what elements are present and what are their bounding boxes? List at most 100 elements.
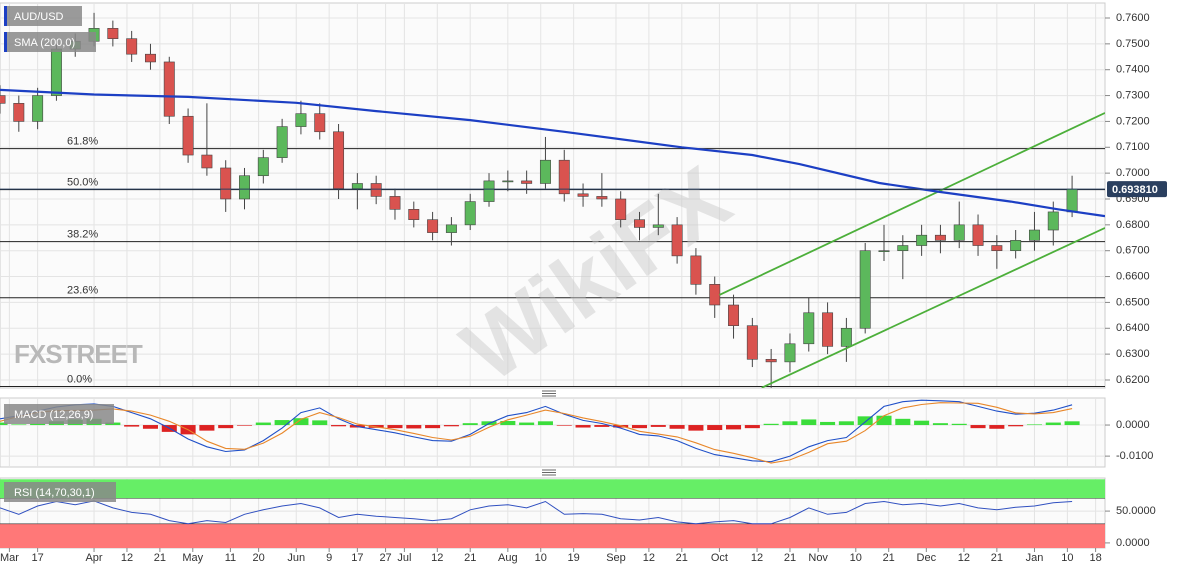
histogram-bar bbox=[669, 425, 685, 429]
candle-body bbox=[934, 234, 946, 241]
candle-body bbox=[972, 224, 984, 246]
oversold-band bbox=[0, 523, 1105, 548]
histogram-bar bbox=[443, 425, 459, 427]
x-tick-label: 21 bbox=[883, 552, 895, 564]
histogram-bar bbox=[989, 425, 1005, 429]
x-tick-label: Jan bbox=[1026, 552, 1044, 564]
x-tick-label: 12 bbox=[121, 552, 133, 564]
histogram-bar bbox=[914, 420, 930, 426]
rsi-line bbox=[0, 500, 1073, 525]
x-tick-label: May bbox=[182, 552, 203, 564]
histogram-bar bbox=[594, 425, 610, 427]
fib-label: 38.2% bbox=[67, 229, 98, 241]
histogram-bar bbox=[1026, 424, 1042, 426]
x-tick-label: Sep bbox=[606, 552, 626, 564]
candle-body bbox=[558, 159, 570, 195]
y-tick-label: 0.6800 bbox=[1116, 219, 1150, 231]
histogram-bar bbox=[951, 423, 967, 426]
y-tick-label: 0.6700 bbox=[1116, 245, 1150, 257]
histogram-bar bbox=[331, 425, 347, 427]
x-tick-label: Jul bbox=[397, 552, 411, 564]
y-tick-label: -0.0100 bbox=[1116, 450, 1153, 462]
legend-label: MACD (12,26,9) bbox=[14, 409, 93, 421]
y-tick-label: 0.6300 bbox=[1116, 348, 1150, 360]
legend-swatch bbox=[4, 32, 7, 52]
x-tick-label: Jun bbox=[287, 552, 305, 564]
x-tick-label: Mar bbox=[0, 552, 19, 564]
histogram-bar bbox=[274, 420, 290, 426]
candle-body bbox=[1066, 188, 1078, 213]
candle-body bbox=[652, 224, 664, 228]
y-tick-label: 0.7400 bbox=[1116, 64, 1150, 76]
trendline bbox=[761, 227, 1105, 388]
splitter bbox=[542, 390, 556, 476]
x-tick-label: 19 bbox=[568, 552, 580, 564]
last-price-label: 0.693810 bbox=[1112, 184, 1158, 196]
candle-body bbox=[0, 95, 6, 104]
candle-body bbox=[615, 198, 627, 220]
y-tick-label: 0.0000 bbox=[1116, 537, 1150, 549]
histogram-bar bbox=[519, 422, 535, 426]
fib-label: 0.0% bbox=[67, 373, 92, 385]
legend-swatch bbox=[4, 6, 7, 26]
candle-body bbox=[13, 103, 25, 122]
logo: FXSTREET bbox=[14, 339, 143, 369]
histogram-bar bbox=[895, 418, 911, 426]
sma-line bbox=[0, 88, 1105, 218]
x-tick-label: 21 bbox=[676, 552, 688, 564]
candle-body bbox=[671, 224, 683, 257]
histogram-bar bbox=[1064, 421, 1080, 426]
legend-label: AUD/USD bbox=[14, 11, 64, 23]
histogram-bar bbox=[124, 425, 140, 427]
histogram-bar bbox=[876, 415, 892, 426]
candle-body bbox=[50, 48, 62, 96]
histogram-bar bbox=[744, 425, 760, 429]
candle-body bbox=[333, 131, 345, 189]
histogram-bar bbox=[218, 425, 234, 429]
histogram-bar bbox=[857, 416, 873, 426]
legend-box bbox=[4, 404, 114, 424]
trendline bbox=[719, 112, 1105, 296]
y-tick-label: 0.6400 bbox=[1116, 322, 1150, 334]
candle-body bbox=[1028, 229, 1040, 241]
histogram-bar bbox=[838, 421, 854, 426]
histogram-bar bbox=[0, 422, 8, 426]
x-tick-label: 12 bbox=[751, 552, 763, 564]
y-tick-label: 0.7000 bbox=[1116, 167, 1150, 179]
histogram-bar bbox=[556, 425, 572, 426]
histogram-bar bbox=[199, 425, 215, 431]
candle-body bbox=[201, 154, 213, 169]
histogram-bar bbox=[462, 423, 478, 426]
histogram-bar bbox=[820, 421, 836, 426]
x-tick-label: 21 bbox=[464, 552, 476, 564]
fib-label: 50.0% bbox=[67, 177, 98, 189]
candle-body bbox=[521, 180, 533, 184]
x-tick-label: 10 bbox=[1061, 552, 1073, 564]
candle-body bbox=[690, 255, 702, 285]
legend-box bbox=[4, 32, 96, 52]
histogram-bar bbox=[801, 419, 817, 426]
x-tick-label: 11 bbox=[225, 552, 236, 564]
histogram-bar bbox=[537, 421, 553, 426]
histogram-bar bbox=[763, 423, 779, 426]
candle-body bbox=[314, 113, 326, 133]
candle-body bbox=[803, 312, 815, 345]
histogram-bar bbox=[575, 425, 591, 428]
y-tick-label: 0.7500 bbox=[1116, 38, 1150, 50]
x-tick-label: 17 bbox=[351, 552, 363, 564]
candle-body bbox=[634, 219, 645, 228]
x-tick-label: 12 bbox=[431, 552, 443, 564]
candle-body bbox=[897, 245, 909, 252]
candle-body bbox=[351, 183, 363, 189]
price-panel bbox=[0, 2, 1106, 389]
histogram-bar bbox=[650, 425, 666, 427]
candle-body bbox=[822, 312, 834, 347]
histogram-bar bbox=[782, 421, 798, 426]
histogram-bar bbox=[1045, 422, 1061, 426]
overbought-band bbox=[0, 479, 1105, 499]
candle-body bbox=[295, 113, 307, 127]
candle-body bbox=[1010, 240, 1022, 252]
histogram-bar bbox=[30, 423, 46, 426]
x-tick-label: 10 bbox=[850, 552, 862, 564]
histogram-bar bbox=[631, 425, 648, 429]
